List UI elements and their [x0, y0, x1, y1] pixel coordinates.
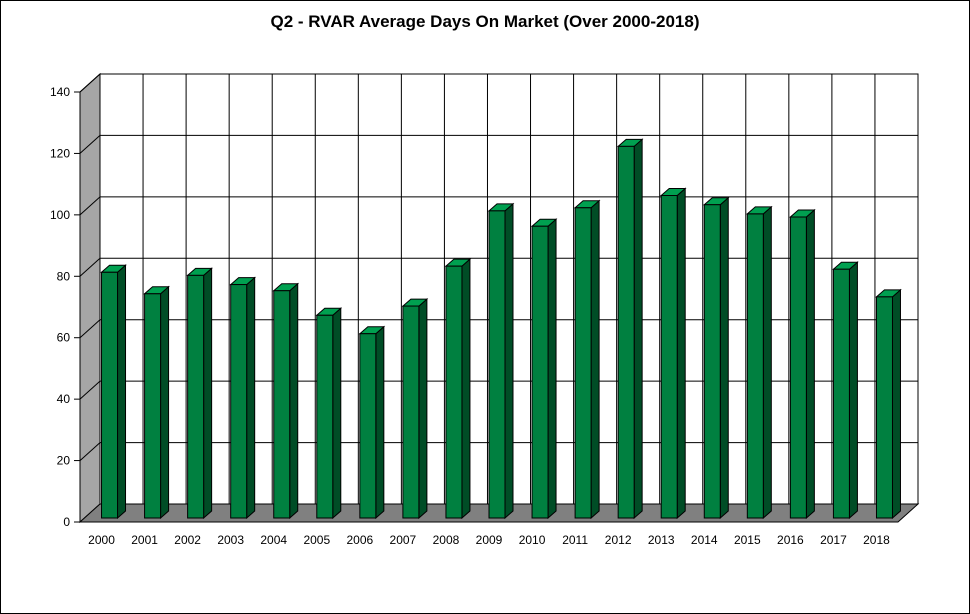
bar-front — [359, 333, 377, 519]
bar-front — [445, 265, 463, 519]
bar-front — [574, 207, 592, 519]
bar-2016 — [789, 208, 816, 520]
bar-front — [617, 145, 635, 519]
y-tick-label: 100 — [50, 208, 70, 222]
bar-side — [461, 258, 471, 520]
bar-2014 — [702, 196, 730, 520]
x-tick-label: 2013 — [648, 533, 675, 547]
x-tick-label: 2001 — [131, 533, 158, 547]
bar-front — [144, 293, 162, 519]
bar-2012 — [616, 138, 644, 520]
bar-side — [117, 264, 127, 520]
gridline-side — [79, 135, 101, 154]
y-tick-label: 80 — [57, 269, 71, 283]
y-tick-label: 140 — [50, 85, 70, 99]
bar-2010 — [530, 218, 558, 520]
bar-side — [891, 288, 901, 520]
bar-side — [504, 202, 514, 520]
gridline-side — [79, 73, 101, 93]
x-tick-label: 2009 — [476, 533, 503, 547]
y-tick-label: 0 — [63, 515, 70, 529]
gridline-side — [79, 196, 101, 216]
gridline-side — [79, 257, 101, 277]
bar-2000 — [100, 264, 127, 520]
bar-2004 — [272, 282, 300, 520]
x-tick-label: 2015 — [734, 533, 761, 547]
bar-side — [418, 297, 428, 520]
bar-side — [633, 138, 643, 520]
x-axis: 2000 2001 2002 2003 2004 2005 2006 2007 2008 2009… — [88, 533, 890, 547]
bar-front — [273, 290, 291, 519]
gridline-side — [79, 380, 101, 400]
x-tick-label: 2014 — [691, 533, 718, 547]
bar-2006 — [358, 325, 386, 520]
bar-side — [375, 325, 385, 520]
bar-2005 — [315, 307, 343, 520]
side-wall — [79, 72, 101, 524]
x-tick-label: 2005 — [303, 533, 330, 547]
x-tick-label: 2006 — [346, 533, 373, 547]
x-tick-label: 2000 — [88, 533, 115, 547]
bar-2008 — [444, 258, 472, 520]
bar-2003 — [229, 276, 257, 520]
x-tick-label: 2007 — [390, 533, 417, 547]
bar-front — [746, 213, 764, 519]
bar-front — [230, 284, 248, 519]
gridline-side — [79, 319, 101, 339]
bar-2007 — [401, 297, 429, 520]
x-tick-label: 2017 — [820, 533, 847, 547]
bars — [100, 138, 902, 520]
y-axis: 0 20 40 60 80 100 120 140 — [50, 85, 80, 529]
bar-side — [547, 218, 557, 520]
bar-side — [676, 187, 686, 520]
bar-2001 — [143, 285, 170, 520]
bar-2009 — [487, 202, 515, 520]
bar-2018 — [875, 288, 902, 520]
bar-2013 — [659, 187, 687, 520]
bar-side — [590, 199, 600, 520]
y-tick-label: 60 — [57, 331, 71, 345]
x-tick-label: 2018 — [863, 533, 890, 547]
bar-front — [660, 195, 678, 519]
gridlines — [79, 73, 919, 504]
bar-front — [316, 314, 334, 519]
bar-front — [488, 210, 506, 519]
bar-front — [789, 216, 807, 519]
bar-front — [101, 271, 119, 519]
bar-front — [402, 305, 420, 519]
x-tick-label: 2008 — [433, 533, 460, 547]
bar-side — [762, 205, 772, 520]
bar-2015 — [745, 205, 773, 520]
bar-side — [805, 208, 815, 520]
x-tick-label: 2002 — [174, 533, 201, 547]
bar-side — [246, 276, 256, 520]
x-tick-label: 2011 — [562, 533, 588, 547]
bar-side — [203, 267, 213, 520]
bar-2002 — [186, 267, 213, 520]
bar-2011 — [573, 199, 601, 520]
x-tick-label: 2004 — [260, 533, 287, 547]
bar-front — [703, 204, 721, 519]
x-tick-label: 2012 — [605, 533, 632, 547]
bar-front — [832, 268, 850, 519]
bar-side — [719, 196, 729, 520]
y-tick-label: 20 — [57, 454, 71, 468]
x-tick-label: 2003 — [217, 533, 244, 547]
bar-side — [848, 261, 858, 520]
bar-side — [332, 307, 342, 520]
chart-title: Q2 - RVAR Average Days On Market (Over 2… — [270, 12, 700, 31]
y-tick-label: 120 — [50, 146, 70, 160]
bar-side — [289, 282, 299, 520]
y-tick-label: 40 — [57, 392, 71, 406]
gridline-side — [79, 442, 101, 461]
x-tick-label: 2010 — [519, 533, 546, 547]
bar-front — [531, 225, 549, 519]
bar-front — [875, 296, 893, 519]
x-tick-label: 2016 — [777, 533, 804, 547]
bar-2017 — [832, 261, 859, 520]
bar-front — [187, 274, 205, 519]
bar-side — [160, 285, 170, 520]
